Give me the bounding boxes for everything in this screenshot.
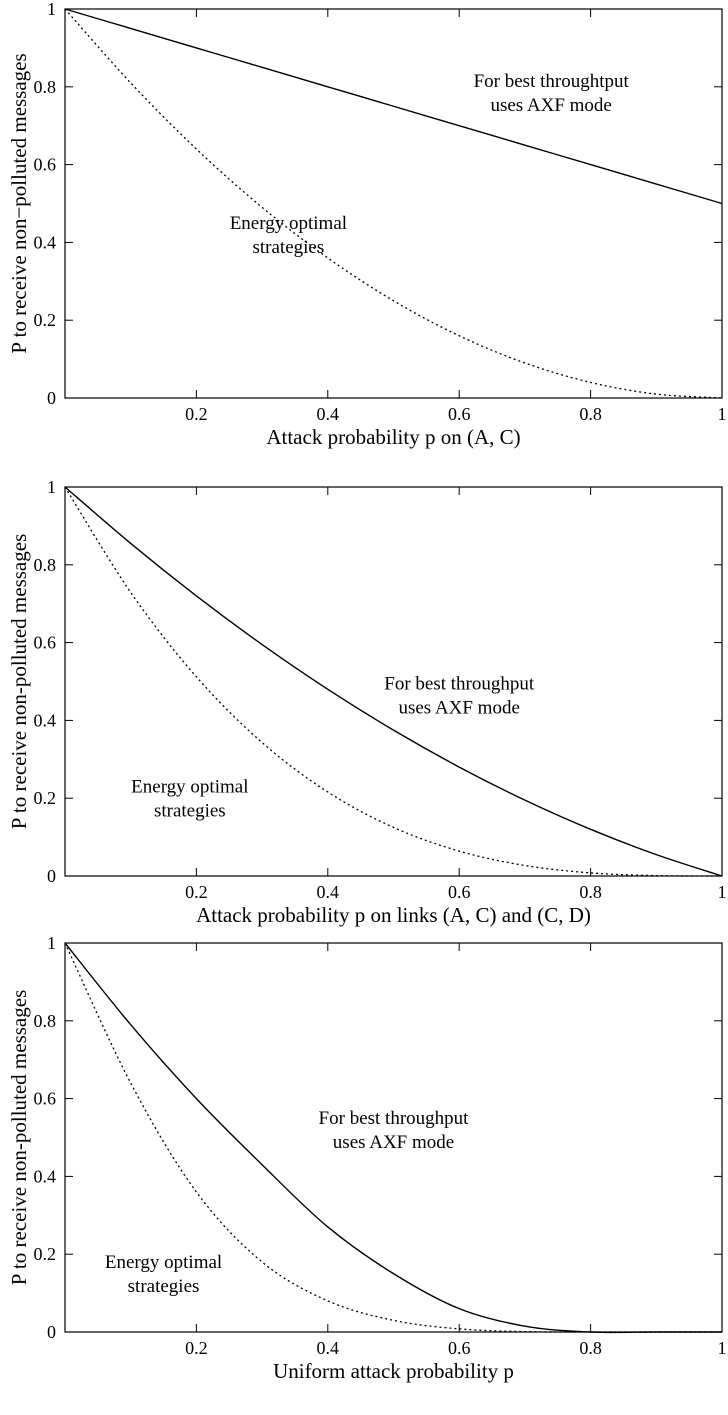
annotation-text: Energy optimal [131,776,248,797]
series-line-dotted [64,942,722,1333]
annotation-text: uses AXF mode [490,95,611,116]
series-line-dotted [64,8,723,399]
y-tick-label: 0.4 [34,1166,57,1186]
x-tick-label: 0.4 [317,404,340,424]
x-tick-label: 1 [718,404,727,424]
y-tick-label: 0 [47,866,56,886]
y-tick-label: 0.8 [34,1011,57,1031]
annotation-text: strategies [128,1276,200,1297]
y-tick-label: 0.8 [34,555,57,575]
y-tick-label: 0.6 [34,633,57,653]
x-tick-label: 0.8 [579,882,602,902]
annotation-text: Energy optimal [230,213,347,234]
annotation-text: strategies [154,800,226,821]
series-line-solid [64,942,722,1334]
y-tick-label: 1 [47,933,56,953]
x-tick-label: 0.8 [579,404,602,424]
x-tick-label: 0.2 [185,404,208,424]
annotation-text: uses AXF mode [333,1132,454,1153]
y-tick-label: 0.2 [34,788,57,808]
plot-frame [64,8,723,399]
x-tick-label: 0.8 [579,1338,602,1358]
y-axis-title: P to receive non−polluted messages [7,53,31,353]
x-tick-label: 1 [718,1338,727,1358]
x-axis-title: Attack probability p on links (A, C) and… [196,903,591,927]
y-tick-label: 0.2 [34,1244,57,1264]
y-tick-label: 1 [47,477,56,497]
x-tick-label: 1 [718,882,727,902]
y-tick-label: 0 [47,388,56,408]
series-line-dotted [64,486,723,877]
annotation-text: For best throughput [319,1108,470,1129]
y-tick-label: 0.8 [34,77,57,97]
y-tick-label: 0.2 [34,310,57,330]
annotation-text: For best throughtput [474,71,630,92]
series-line-solid [64,486,723,877]
y-tick-label: 0.6 [34,155,57,175]
chart-panel-1: 0.2 0.4 0.6 0.8 1 0 0.2 0.4 0.6 0.8 1 For best thro… [7,0,727,449]
annotation-text: Energy optimal [105,1252,222,1273]
x-tick-label: 0.4 [317,1338,340,1358]
plot-frame [64,486,723,877]
x-axis-title: Attack probability p on (A, C) [266,425,520,449]
y-axis-title: P to receive non-polluted messages [7,990,31,1285]
x-tick-label: 0.6 [448,1338,471,1358]
annotation-text: strategies [252,237,324,258]
chart-panel-3: 0.2 0.4 0.6 0.8 1 0 0.2 0.4 0.6 0.8 1 For best thro… [7,933,727,1383]
y-tick-label: 0.6 [34,1089,57,1109]
plot-frame [64,942,723,1333]
chart-panel-2: 0.2 0.4 0.6 0.8 1 0 0.2 0.4 0.6 0.8 1 For best thro… [7,477,727,927]
x-axis-title: Uniform attack probability p [273,1359,514,1383]
x-tick-label: 0.2 [185,882,208,902]
series-line-solid [64,8,723,205]
y-tick-label: 0 [47,1322,56,1342]
y-tick-label: 1 [47,0,56,19]
y-axis-title: P to receive non-polluted messages [7,534,31,829]
x-tick-label: 0.6 [448,882,471,902]
y-tick-label: 0.4 [34,710,57,730]
x-tick-label: 0.2 [185,1338,208,1358]
annotation-text: uses AXF mode [398,697,519,718]
annotation-text: For best throughput [384,673,535,694]
x-tick-label: 0.6 [448,404,471,424]
x-tick-label: 0.4 [317,882,340,902]
y-tick-label: 0.4 [34,232,57,252]
